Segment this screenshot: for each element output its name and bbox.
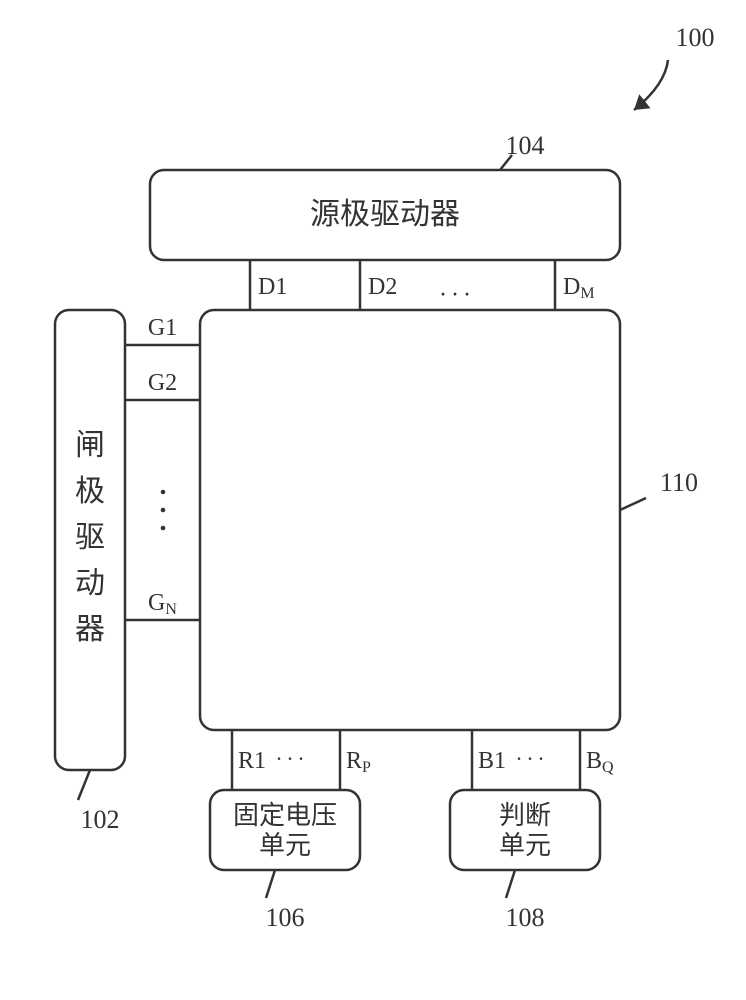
fixed-voltage-ref-tick bbox=[266, 870, 275, 898]
r-line-first-label: R1 bbox=[238, 748, 266, 774]
panel-ref: 110 bbox=[660, 468, 698, 497]
gate-driver-label-char: 闸 bbox=[75, 429, 105, 462]
fixed-voltage-label-2: 单元 bbox=[259, 831, 311, 860]
gate-driver-ref: 102 bbox=[81, 805, 120, 834]
r-line-ellipsis: . . . bbox=[276, 740, 304, 765]
panel-box bbox=[200, 310, 620, 730]
gate-driver-label-char: 器 bbox=[75, 613, 105, 646]
judge-unit-ref-tick bbox=[506, 870, 515, 898]
gate-driver-ref-tick bbox=[78, 770, 90, 800]
gate-line-ellipsis-dot bbox=[161, 526, 166, 531]
r-line-last-label: RP bbox=[346, 748, 371, 776]
judge-unit-label-1: 判断 bbox=[499, 801, 551, 830]
gate-driver-label-char: 极 bbox=[75, 475, 105, 508]
gate-line-label: G2 bbox=[148, 370, 177, 396]
data-line-ellipsis: . . . bbox=[440, 276, 470, 302]
gate-line-last-label: GN bbox=[148, 590, 177, 618]
gate-line-label: G1 bbox=[148, 315, 177, 341]
gate-driver-label-char: 驱 bbox=[75, 521, 105, 554]
fixed-voltage-label-1: 固定电压 bbox=[233, 801, 337, 830]
data-line-label: D1 bbox=[258, 274, 287, 300]
b-line-ellipsis: . . . bbox=[516, 740, 544, 765]
panel-ref-tick bbox=[620, 498, 646, 510]
b-line-first-label: B1 bbox=[478, 748, 506, 774]
gate-line-ellipsis-dot bbox=[161, 490, 166, 495]
figure-ref-label: 100 bbox=[676, 23, 715, 52]
gate-driver-label-char: 动 bbox=[75, 567, 105, 600]
b-line-last-label: BQ bbox=[586, 748, 614, 776]
judge-unit-label-2: 单元 bbox=[499, 831, 551, 860]
data-line-label: D2 bbox=[368, 274, 397, 300]
source-driver-label: 源极驱动器 bbox=[310, 198, 460, 231]
fixed-voltage-ref: 106 bbox=[266, 903, 305, 932]
judge-unit-ref: 108 bbox=[506, 903, 545, 932]
source-driver-ref: 104 bbox=[506, 131, 545, 160]
gate-line-ellipsis-dot bbox=[161, 508, 166, 513]
data-line-last-label: DM bbox=[563, 274, 595, 302]
